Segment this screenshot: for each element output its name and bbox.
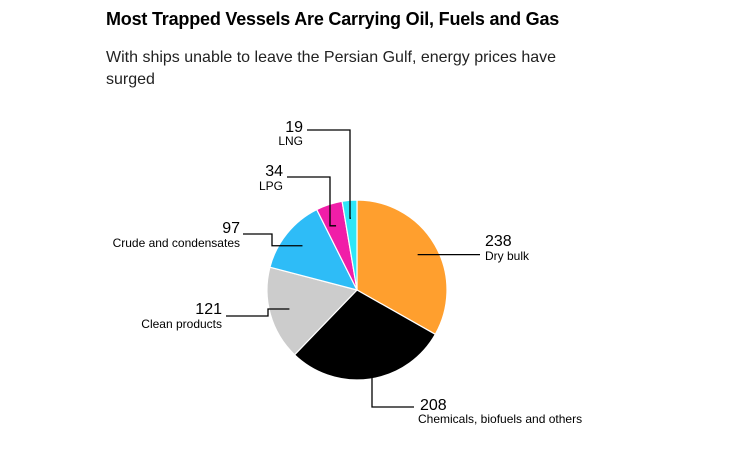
leader-line-clean-products [226,308,290,317]
value-label-chemicals-biofuels-and-others: 208 [420,397,447,414]
pie-slice-clean-products [266,266,359,356]
value-label-clean-products: 121 [195,301,222,318]
value-label-lng: 19 [285,119,303,136]
pie-slice-crude-and-condensates [269,208,359,291]
category-label-lng: LNG [278,134,303,148]
chart-title: Most Trapped Vessels Are Carrying Oil, F… [106,9,560,29]
value-label-lpg: 34 [265,163,283,180]
leader-line-crude-and-condensates [243,233,303,247]
value-label-crude-and-condensates: 97 [222,220,240,237]
chart-subtitle: With ships unable to leave the Persian G… [106,49,557,88]
category-label-lpg: LPG [259,179,283,193]
leader-line-lng [307,129,352,219]
category-label-crude-and-condensates: Crude and condensates [113,236,240,250]
value-label-dry-bulk: 238 [485,233,512,250]
category-label-clean-products: Clean products [141,317,222,331]
pie-slice-dry-bulk [356,199,448,336]
leader-line-chemicals-biofuels-and-others [367,358,414,408]
leader-line-lpg [287,176,337,227]
category-label-dry-bulk: Dry bulk [485,249,530,263]
pie-slice-chemicals-biofuels-and-others [293,289,437,381]
category-label-chemicals-biofuels-and-others: Chemicals, biofuels and others [418,412,582,426]
